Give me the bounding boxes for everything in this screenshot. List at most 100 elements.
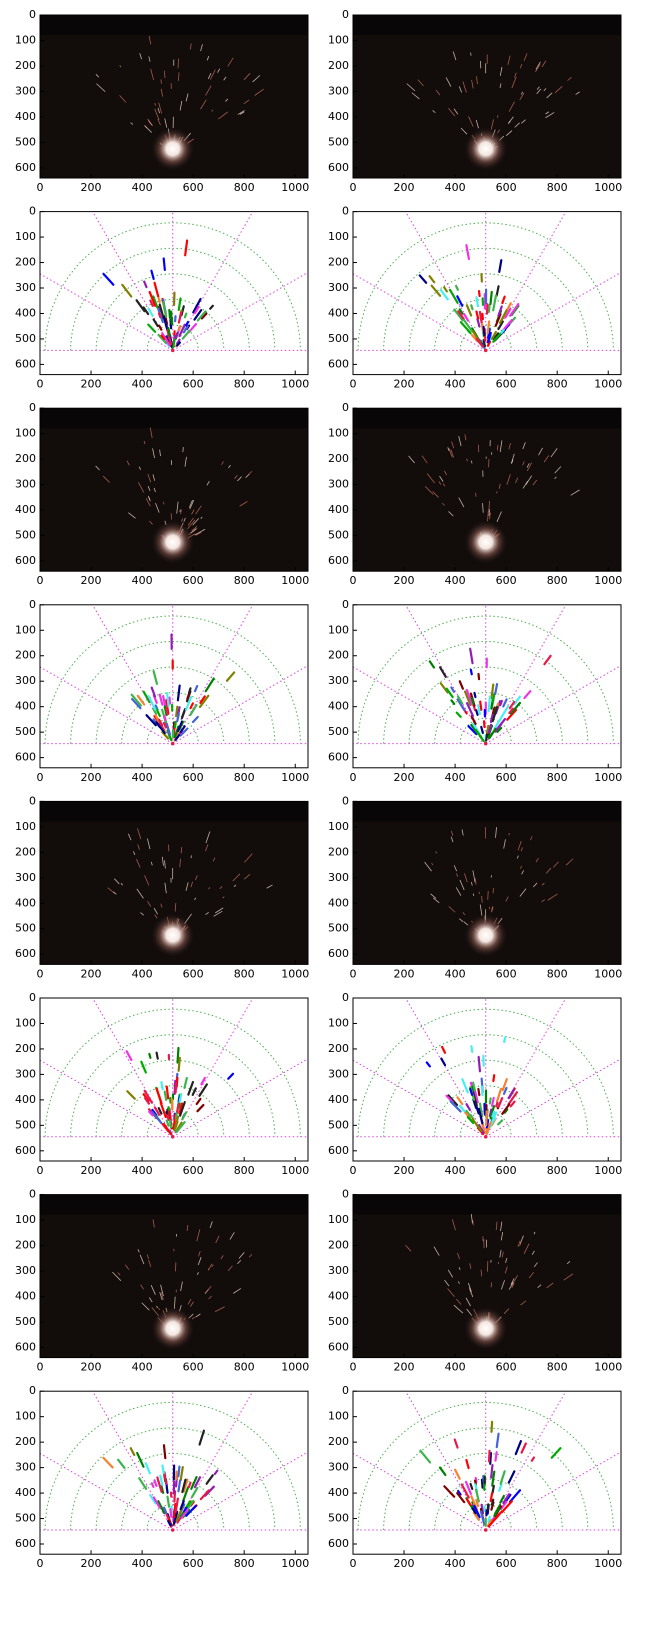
- x-tick-label: 600: [183, 1361, 204, 1374]
- x-tick-label: 1000: [281, 378, 309, 391]
- range-arc: [357, 1008, 614, 1137]
- spark-streak: [153, 907, 158, 915]
- spark-streak: [408, 455, 415, 464]
- spark-streak: [567, 76, 572, 81]
- detected-spark: [155, 1051, 159, 1060]
- detected-spark: [191, 1486, 199, 1498]
- spark-streak: [152, 474, 156, 481]
- spark-streak: [150, 1285, 156, 1295]
- spark-streak: [189, 43, 192, 50]
- spark-streak: [515, 477, 519, 483]
- detected-spark: [182, 325, 189, 334]
- spark-streak: [487, 510, 489, 522]
- detected-spark: [493, 1510, 503, 1521]
- detected-spark: [160, 1081, 164, 1091]
- detected-spark: [499, 1494, 506, 1504]
- x-tick-label: 600: [496, 1361, 517, 1374]
- plot-area: [353, 15, 621, 178]
- spark-streak: [137, 828, 142, 840]
- detected-spark: [503, 1036, 507, 1044]
- spark-streak: [157, 118, 161, 126]
- spark-streak: [119, 64, 122, 68]
- y-tick-label: 200: [328, 649, 349, 662]
- spark-streak: [450, 449, 455, 458]
- x-tick-label: 200: [81, 574, 102, 587]
- spark-streak: [533, 882, 538, 888]
- range-arc: [70, 247, 276, 351]
- detected-spark: [200, 312, 208, 320]
- spark-streak: [450, 836, 454, 843]
- x-tick-label: 400: [445, 1557, 466, 1570]
- y-tick-label: 100: [15, 1016, 36, 1029]
- detected-spark: [193, 684, 199, 693]
- detected-spark: [500, 1500, 513, 1514]
- spark-streak: [152, 1219, 155, 1228]
- detected-spark: [502, 1086, 508, 1095]
- spark-streak: [448, 108, 456, 117]
- spark-streak: [526, 462, 533, 472]
- detected-spark: [155, 1087, 163, 1105]
- detected-spark: [136, 1451, 145, 1468]
- y-tick-label: 200: [15, 452, 36, 465]
- detected-spark: [150, 1110, 163, 1125]
- detected-spark: [486, 340, 492, 347]
- y-tick-label: 200: [15, 1042, 36, 1055]
- spark-streak: [499, 83, 502, 89]
- detected-spark: [172, 1113, 177, 1131]
- spark-streak: [133, 851, 136, 855]
- y-tick-label: 400: [328, 700, 349, 713]
- detected-spark: [502, 698, 508, 708]
- spark-streak: [177, 72, 180, 81]
- spark-streak: [464, 434, 467, 441]
- spark-streak: [146, 1254, 149, 1259]
- detected-spark: [176, 1102, 180, 1113]
- range-arc: [383, 1427, 589, 1531]
- range-arc: [146, 1503, 199, 1531]
- y-tick-label: 300: [15, 84, 36, 97]
- detected-spark: [477, 704, 481, 716]
- spark-streak: [243, 873, 251, 880]
- angle-line: [485, 271, 621, 351]
- detected-spark: [192, 297, 202, 314]
- detected-spark: [174, 733, 181, 741]
- detected-spark: [502, 1493, 511, 1505]
- spark-streak: [233, 1288, 242, 1294]
- spark-streak: [136, 888, 144, 899]
- detected-spark: [488, 727, 497, 740]
- y-tick-label: 100: [15, 623, 36, 636]
- detected-spark: [140, 1060, 147, 1074]
- detected-spark: [465, 244, 471, 260]
- detected-spark: [152, 707, 158, 715]
- detected-spark: [496, 726, 503, 733]
- x-tick-label: 0: [350, 1361, 357, 1374]
- spark-streak: [476, 76, 478, 85]
- angle-line: [172, 1058, 308, 1138]
- detected-spark: [445, 687, 454, 699]
- detected-spark: [499, 704, 510, 720]
- spark-streak: [206, 480, 210, 486]
- range-arc: [459, 1503, 512, 1531]
- spark-streak: [460, 127, 468, 135]
- spark-streak: [448, 906, 456, 913]
- x-tick-label: 1000: [281, 771, 309, 784]
- detected-spark: [157, 297, 161, 304]
- spark-streak: [464, 873, 468, 883]
- spark-streak: [225, 98, 229, 102]
- x-tick-label: 200: [394, 1164, 415, 1177]
- y-tick-label: 400: [15, 110, 36, 123]
- detected-spark: [474, 728, 483, 740]
- spark-streak: [208, 1295, 212, 1300]
- detected-spark: [198, 1083, 208, 1097]
- detected-spark: [473, 1504, 481, 1519]
- detected-spark: [199, 1489, 210, 1501]
- spark-streak: [137, 1249, 140, 1253]
- spark-streak: [508, 443, 511, 450]
- range-arc: [357, 222, 614, 351]
- range-arc: [357, 1401, 614, 1531]
- spark-streak: [179, 858, 181, 868]
- spark-streak: [545, 112, 555, 119]
- detected-spark: [513, 695, 521, 706]
- x-tick-label: 800: [547, 771, 568, 784]
- spark-streak: [243, 73, 251, 81]
- x-tick-label: 800: [547, 967, 568, 980]
